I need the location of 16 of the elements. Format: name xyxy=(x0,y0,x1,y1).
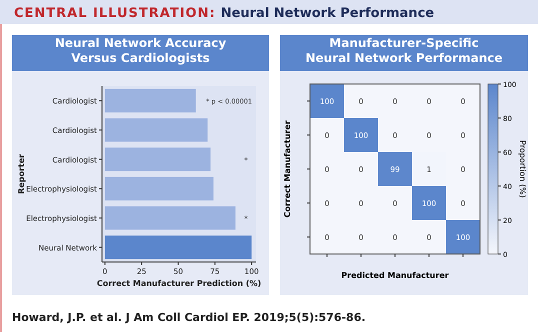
x-axis-title: Predicted Manufacturer xyxy=(341,271,449,280)
y-axis-title: Correct Manufacturer xyxy=(283,120,292,218)
text: CENTRAL ILLUSTRATION: xyxy=(14,6,216,21)
bar xyxy=(104,206,236,230)
y-axis-title: Reporter xyxy=(17,154,26,194)
text: Howard, J.P. et al. J Am Coll Cardiol EP. 2019;5(5):576-86. xyxy=(12,311,366,324)
color-bar-title: Proportion (%) xyxy=(518,140,527,198)
bar xyxy=(104,88,196,112)
bar xyxy=(104,148,211,172)
chart-title: Neural Network Accuracy Versus Cardiologists xyxy=(54,36,226,65)
bar xyxy=(104,118,208,142)
bar xyxy=(104,176,214,200)
chart-title: Manufacturer-Specific Neural Network Performance xyxy=(306,36,502,65)
x-axis-title: Correct Manufacturer Prediction (%) xyxy=(96,279,262,288)
text: Neural Network Performance xyxy=(220,6,434,21)
bar xyxy=(104,236,252,260)
